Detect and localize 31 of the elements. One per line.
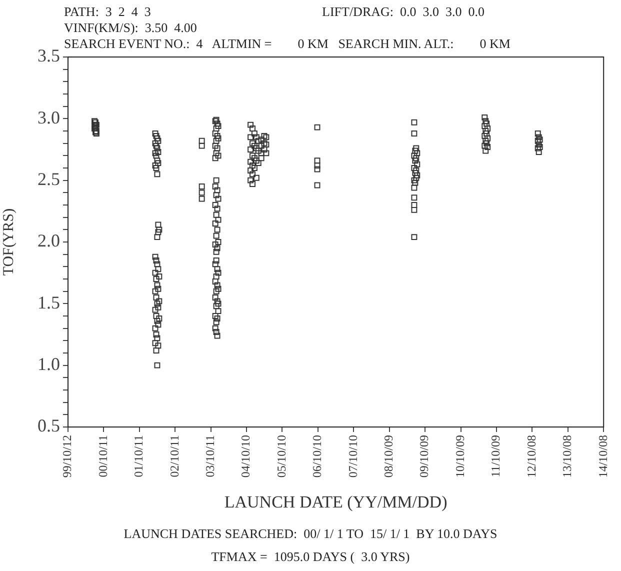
x-tick-label: 09/10/09 bbox=[417, 435, 432, 478]
x-tick-label: 07/10/10 bbox=[346, 435, 360, 478]
text: PATH: 3 2 4 3 bbox=[64, 4, 151, 19]
text: LIFT/DRAG: 0.0 3.0 3.0 0.0 bbox=[322, 4, 484, 19]
y-tick-label: 3.0 bbox=[38, 107, 60, 128]
text: LAUNCH DATES SEARCHED: 00/ 1/ 1 TO 15/ 1/ 1 BY 10.0 DAYS bbox=[122, 526, 498, 541]
x-tick-label: 03/10/11 bbox=[202, 435, 217, 478]
x-tick-label: 08/10/09 bbox=[382, 435, 396, 478]
y-axis-title: TOF(YRS) bbox=[0, 208, 17, 276]
x-tick-label: 14/10/08 bbox=[596, 435, 610, 478]
y-tick-label: 1.5 bbox=[38, 292, 60, 312]
x-tick-label: 13/10/08 bbox=[560, 435, 574, 478]
x-axis-title: LAUNCH DATE (YY/MM/DD) bbox=[224, 492, 448, 512]
x-tick-label: 11/10/09 bbox=[488, 435, 503, 478]
x-tick-label: 99/10/12 bbox=[60, 435, 74, 478]
x-tick-label: 01/10/11 bbox=[132, 435, 146, 478]
y-tick-label: 1.0 bbox=[38, 354, 60, 374]
y-tick-label: 3.5 bbox=[38, 46, 60, 66]
x-tick-label: 06/10/10 bbox=[310, 435, 324, 478]
text: SEARCH EVENT NO.: 4 ALTMIN = 0 KM SEARCH MIN. ALT.: 0 KM bbox=[64, 36, 510, 51]
y-tick-label: 2.5 bbox=[38, 169, 60, 190]
x-tick-label: 00/10/11 bbox=[96, 435, 110, 478]
y-tick-label: 0.5 bbox=[38, 416, 60, 436]
x-tick-label: 05/10/10 bbox=[274, 435, 288, 478]
x-tick-label: 02/10/11 bbox=[167, 435, 182, 478]
text: TFMAX = 1095.0 DAYS ( 3.0 YRS) bbox=[210, 549, 411, 564]
text: VINF(KM/S): 3.50 4.00 bbox=[64, 20, 197, 35]
x-tick-label: 12/10/08 bbox=[524, 435, 538, 478]
x-tick-label: 10/10/09 bbox=[452, 435, 467, 478]
x-tick-label: 04/10/10 bbox=[238, 435, 253, 478]
y-tick-label: 2.0 bbox=[38, 230, 60, 251]
